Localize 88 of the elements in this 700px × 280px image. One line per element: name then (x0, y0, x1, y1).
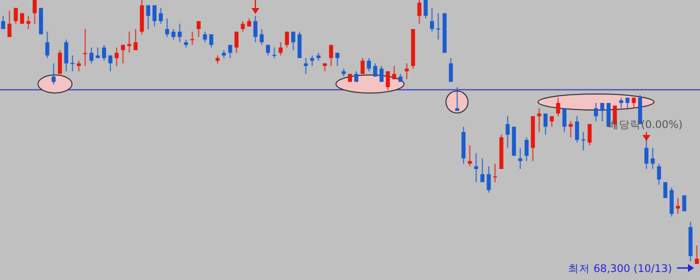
candlestick (518, 147, 522, 170)
candlestick (588, 123, 592, 146)
annotation: 최저 68,300 (10/13) (568, 263, 672, 275)
candlestick (366, 57, 371, 72)
candlestick (83, 28, 88, 67)
candlestick (468, 144, 472, 167)
candlestick (209, 34, 214, 48)
candlestick (392, 65, 396, 80)
candlestick (600, 102, 604, 122)
candlestick (120, 44, 125, 64)
candlestick (650, 147, 655, 170)
candlestick (625, 97, 630, 109)
candlestick (380, 65, 384, 82)
candlestick (76, 60, 81, 72)
candlestick (455, 86, 460, 112)
candlestick (108, 54, 112, 72)
candlestick (253, 15, 258, 43)
candlestick (158, 7, 163, 24)
candlestick (234, 31, 238, 54)
candlestick (165, 18, 170, 38)
candlestick (493, 163, 498, 183)
candlestick (663, 182, 668, 199)
candlestick (676, 197, 680, 214)
candlestick (70, 54, 75, 72)
candlestick (102, 44, 106, 62)
candlestick (506, 116, 510, 148)
candlestick (575, 116, 580, 144)
candlestick (260, 28, 264, 46)
candlestick (304, 57, 308, 75)
candlestick (670, 186, 674, 218)
candlestick (404, 62, 409, 80)
candlestick (556, 97, 560, 117)
candlestick (26, 15, 30, 30)
candlestick (20, 12, 24, 24)
candlestick (430, 7, 434, 32)
candlestick (568, 120, 573, 138)
candlestick (64, 39, 68, 72)
candlestick (486, 166, 491, 194)
candlestick (448, 57, 453, 82)
candlestick (581, 131, 586, 152)
candlestick (240, 20, 245, 32)
candlestick (329, 44, 334, 67)
candlestick (537, 108, 542, 133)
candlestick (644, 139, 648, 170)
candlestick (171, 28, 176, 40)
candlestick (146, 4, 150, 30)
candlestick (632, 97, 636, 109)
candlestick (7, 10, 12, 38)
candlestick (114, 46, 119, 67)
candlestick (14, 7, 18, 24)
candlestick (550, 116, 554, 128)
candlestick (272, 46, 276, 59)
candlestick (152, 4, 157, 27)
candlestick (436, 12, 440, 40)
candlestick (298, 31, 302, 59)
candlestick (190, 31, 194, 46)
candlestick (594, 102, 598, 122)
candlestick (58, 50, 62, 75)
candlestick (32, 0, 37, 24)
candlestick (202, 31, 207, 43)
candlestick (480, 158, 484, 183)
candlestick (386, 70, 390, 90)
candlestick (562, 108, 566, 133)
candlestick (360, 57, 365, 75)
candlestick (543, 112, 548, 136)
candlestick (134, 28, 138, 51)
candlestick (619, 97, 624, 109)
candlestick (474, 152, 478, 183)
candlestick (524, 136, 529, 162)
candlestick (196, 20, 201, 38)
candlestick (657, 163, 662, 186)
candlestick (178, 23, 182, 43)
candlestick (45, 31, 50, 59)
candlestick (278, 42, 283, 56)
candlestick (284, 31, 289, 48)
candlestick (424, 0, 428, 20)
candlestick (127, 31, 132, 54)
candlestick (291, 31, 296, 51)
candlestick (1, 15, 6, 30)
candlestick (335, 52, 340, 67)
candlestick (52, 62, 56, 86)
candlestick (89, 46, 94, 64)
candlestick (310, 54, 314, 67)
candlestick (694, 244, 699, 265)
candlestick (373, 62, 378, 78)
candlestick (417, 0, 422, 24)
candlestick (354, 70, 358, 82)
candlestick (228, 44, 232, 59)
